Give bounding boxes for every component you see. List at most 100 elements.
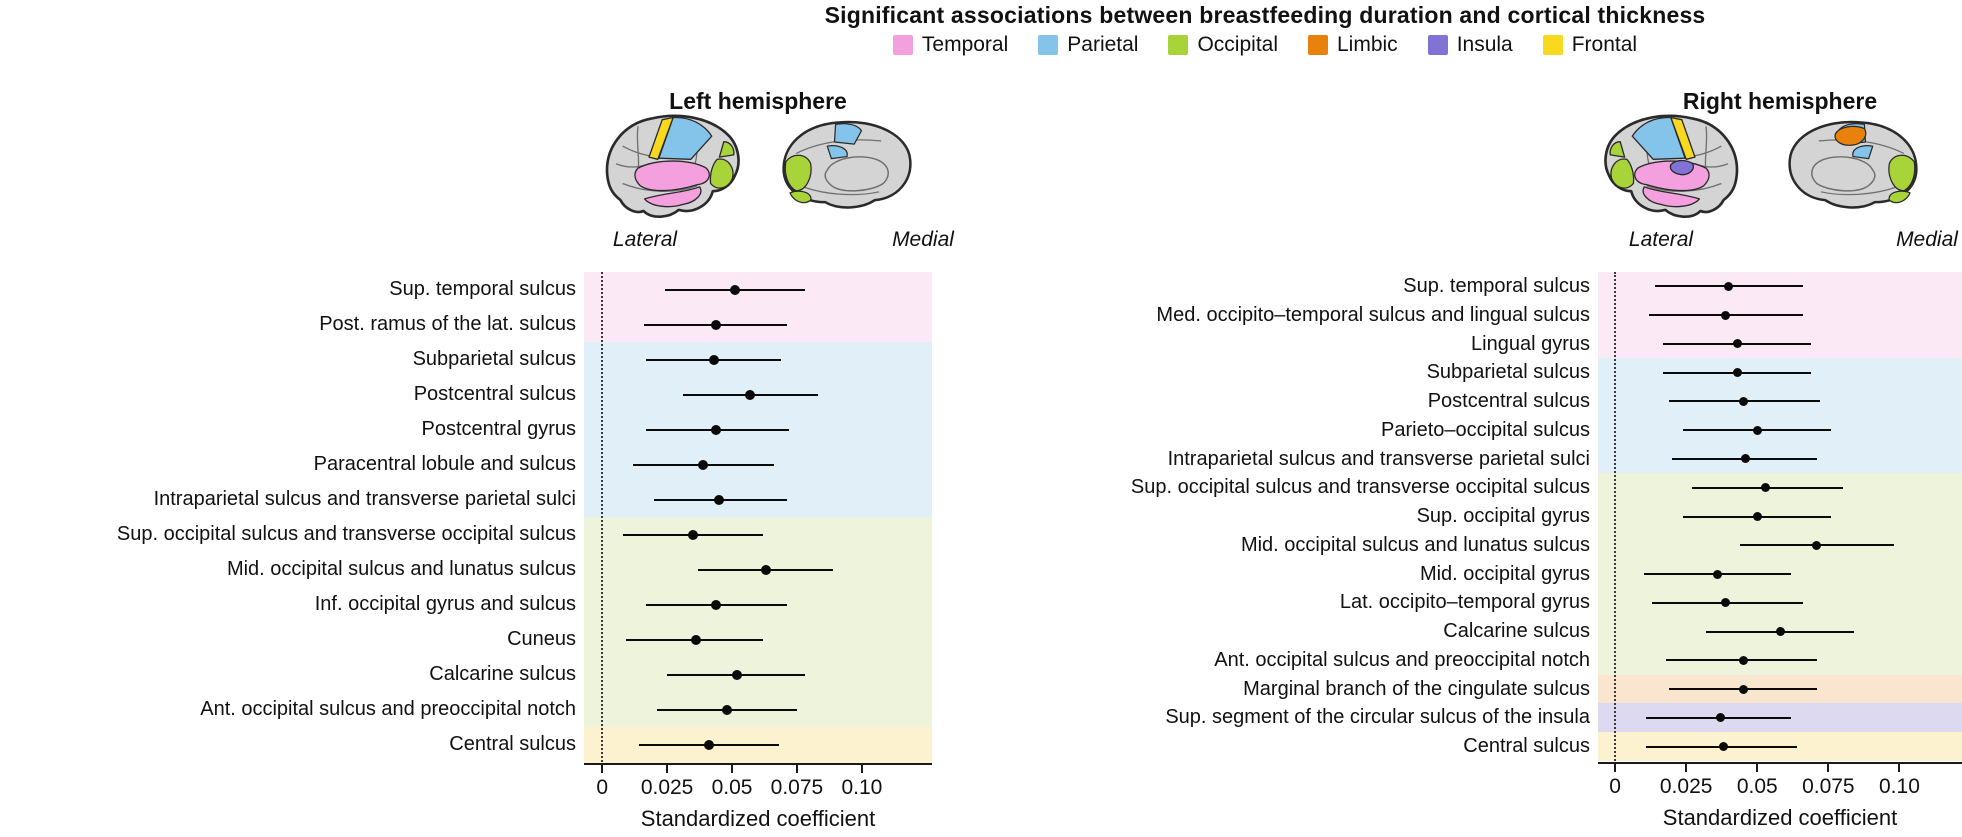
data-point	[1752, 425, 1762, 435]
region-label: Inf. occipital gyrus and sulcus	[314, 593, 576, 615]
region-label: Central sulcus	[449, 733, 576, 755]
data-point	[760, 564, 771, 575]
x-axis-tick	[1827, 764, 1830, 772]
x-axis-tick	[1898, 764, 1901, 772]
data-point	[729, 284, 740, 295]
x-axis-tick	[666, 765, 669, 773]
x-axis-tick-label: 0.05	[1736, 775, 1778, 798]
region-label: Intraparietal sulcus and transverse pari…	[1167, 447, 1590, 470]
data-point	[1732, 368, 1742, 378]
legend-item-parietal: Parietal	[1038, 33, 1138, 57]
region-label: Calcarine sulcus	[429, 663, 576, 685]
x-axis-line	[1598, 762, 1962, 764]
data-point	[1812, 540, 1822, 550]
x-axis-tick	[731, 765, 734, 773]
region-label: Mid. occipital gyrus	[1419, 562, 1590, 585]
legend-label: Parietal	[1067, 33, 1139, 56]
data-point	[732, 669, 743, 680]
region-label: Sup. temporal sulcus	[389, 278, 576, 300]
region-label: Sup. occipital sulcus and transverse occ…	[116, 523, 576, 545]
data-point	[1752, 512, 1762, 521]
x-axis-tick-label: 0.075	[1802, 775, 1855, 798]
region-label: Subparietal sulcus	[1426, 361, 1590, 384]
legend-label: Occipital	[1197, 33, 1278, 56]
right-lateral-brain-illustration	[1604, 114, 1739, 218]
region-label: Lat. occipito–temporal gyrus	[1339, 591, 1590, 614]
left-lateral-view-label: Lateral	[612, 228, 678, 251]
data-point	[708, 354, 719, 365]
data-point	[703, 739, 714, 750]
region-label: Calcarine sulcus	[1443, 620, 1590, 643]
x-axis-tick-label: 0	[596, 776, 609, 799]
legend-label: Frontal	[1571, 33, 1638, 56]
legend-label: Temporal	[921, 33, 1009, 56]
limbic-swatch-icon	[1308, 35, 1328, 55]
x-axis-tick-label: 0	[1609, 775, 1621, 798]
x-axis-tick	[795, 765, 798, 773]
region-label: Lingual gyrus	[1471, 332, 1590, 355]
region-label: Ant. occipital sulcus and preoccipital n…	[1214, 648, 1590, 671]
x-axis-tick-label: 0.025	[1659, 775, 1713, 798]
x-axis-line	[584, 763, 932, 765]
legend-item-temporal: Temporal	[892, 33, 1009, 57]
region-label: Sup. temporal sulcus	[1403, 275, 1590, 297]
x-axis-tick-label: 0.025	[640, 776, 694, 799]
x-axis-title: Standardized coefficient	[640, 806, 876, 831]
x-axis-tick	[1685, 764, 1688, 772]
data-point	[1715, 713, 1725, 723]
region-label: Intraparietal sulcus and transverse pari…	[153, 488, 576, 510]
temporal-swatch-icon	[892, 35, 913, 55]
data-point	[721, 704, 732, 715]
region-label: Paracentral lobule and sulcus	[313, 453, 576, 475]
x-axis-tick-label: 0.05	[711, 776, 753, 799]
x-axis-title: Standardized coefficient	[1662, 805, 1898, 830]
zero-reference-line	[1614, 272, 1617, 761]
legend-item-frontal: Frontal	[1542, 33, 1638, 57]
data-point	[1718, 742, 1728, 752]
right-hemisphere-heading: Right hemisphere	[1682, 88, 1878, 114]
data-point	[711, 319, 722, 330]
data-point	[1732, 339, 1742, 349]
right-medial-view-label: Medial	[1896, 228, 1958, 251]
data-point	[711, 599, 722, 610]
legend-item-insula: Insula	[1427, 33, 1513, 57]
insula-swatch-icon	[1427, 35, 1448, 55]
data-point	[745, 389, 756, 400]
region-label: Mid. occipital sulcus and lunatus sulcus	[226, 558, 576, 580]
data-point	[1724, 281, 1734, 291]
data-point	[1775, 627, 1785, 637]
region-label: Postcentral sulcus	[1427, 390, 1590, 413]
legend-label: Insula	[1456, 33, 1513, 56]
data-point	[1761, 483, 1771, 493]
right-medial-brain-illustration	[1788, 120, 1918, 209]
right-lateral-view-label: Lateral	[1628, 228, 1694, 251]
left-medial-view-label: Medial	[892, 228, 954, 251]
lobe-legend: Temporal Parietal Occipital Limbic Insul…	[690, 33, 1840, 57]
x-axis-tick	[1614, 764, 1617, 772]
data-point	[1738, 655, 1748, 665]
data-point	[698, 459, 709, 470]
left-medial-brain-illustration	[782, 120, 912, 209]
x-axis-tick	[860, 765, 863, 773]
data-point	[688, 529, 699, 540]
region-label: Mid. occipital sulcus and lunatus sulcus	[1240, 533, 1590, 556]
data-point	[1738, 396, 1748, 406]
data-point	[711, 424, 722, 435]
region-label: Postcentral sulcus	[413, 383, 576, 405]
region-label: Ant. occipital sulcus and preoccipital n…	[200, 698, 576, 720]
x-axis-tick-label: 0.10	[1879, 775, 1920, 798]
region-label: Marginal branch of the cingulate sulcus	[1243, 677, 1590, 700]
data-point	[714, 494, 725, 505]
region-label: Central sulcus	[1463, 735, 1590, 758]
data-point	[1741, 454, 1751, 464]
region-label: Sup. occipital sulcus and transverse occ…	[1130, 476, 1590, 499]
zero-reference-line	[601, 272, 604, 762]
data-point	[1712, 569, 1722, 579]
legend-item-limbic: Limbic	[1308, 33, 1398, 57]
data-point	[1721, 310, 1731, 320]
legend-item-occipital: Occipital	[1168, 33, 1278, 57]
x-axis-tick-label: 0.075	[770, 776, 824, 799]
region-label: Sup. occipital gyrus	[1416, 505, 1590, 528]
region-label: Parieto–occipital sulcus	[1381, 418, 1590, 441]
